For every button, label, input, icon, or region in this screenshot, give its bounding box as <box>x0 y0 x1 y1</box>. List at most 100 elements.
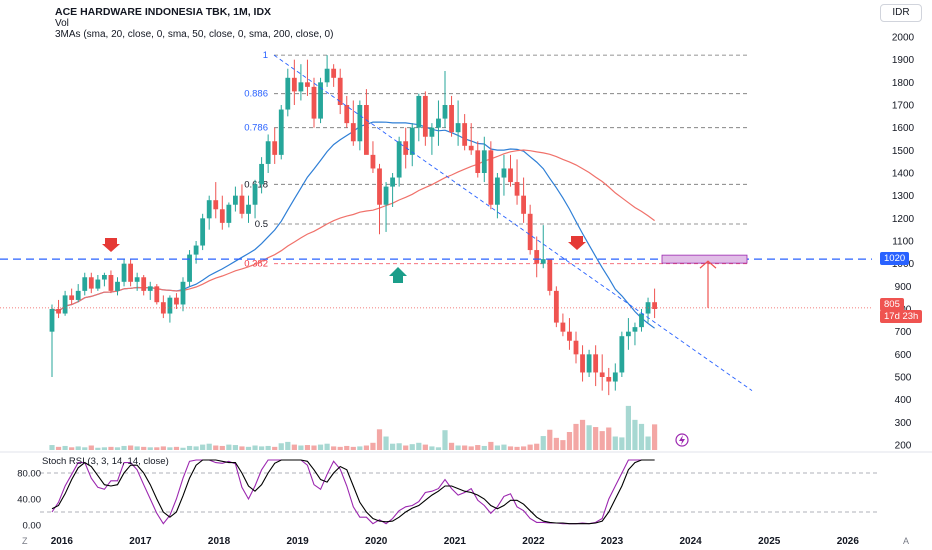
volume-bar <box>501 444 507 450</box>
candle-body <box>547 259 553 291</box>
fib-level-label: 0.5 <box>255 219 268 230</box>
candle-body <box>291 77 297 92</box>
time-tick-label: 2024 <box>680 536 703 547</box>
stoch-rsi-legend[interactable]: Stoch RSI (3, 3, 14, 14, close) <box>42 456 169 467</box>
candle-body <box>62 295 68 314</box>
volume-bar <box>462 445 468 450</box>
candle-body <box>102 275 107 280</box>
symbol-title[interactable]: ACE HARDWARE INDONESIA TBK, 1M, IDX <box>55 6 272 18</box>
currency-button[interactable]: IDR <box>880 4 922 22</box>
time-tick-label: 2025 <box>758 536 781 547</box>
volume-bar <box>448 442 455 450</box>
volume-bar <box>390 443 396 450</box>
volume-bar <box>442 430 448 450</box>
candle-body <box>612 372 618 382</box>
time-axis[interactable]: 2016 2017 2018 2019 2020 2021 2022 2023 2024 2025… <box>51 536 860 547</box>
candle-body <box>219 209 225 223</box>
zoom-icon[interactable]: Z <box>22 536 28 546</box>
price-tick-label: 200 <box>895 441 912 452</box>
volume-bar <box>272 446 278 450</box>
volume-bar <box>128 445 134 450</box>
candle-body <box>69 295 75 300</box>
candle-body <box>160 302 166 314</box>
candle-body <box>344 105 350 124</box>
candle-body <box>265 141 271 164</box>
candle-body <box>586 354 592 373</box>
candle-body <box>331 68 337 78</box>
time-tick-label: 2026 <box>837 536 860 547</box>
price-tick-label: 1100 <box>892 237 914 248</box>
candle-body <box>377 168 382 205</box>
volume-bar <box>376 429 383 450</box>
volume-bar <box>488 441 494 450</box>
candle-body <box>580 354 585 373</box>
stoch-k-line <box>51 459 655 525</box>
time-tick-label: 2016 <box>51 536 74 547</box>
volume-bar <box>612 436 618 450</box>
volume-bar <box>324 443 330 450</box>
buy-arrow-icon <box>389 267 407 283</box>
fib-level-label: 0.786 <box>244 123 268 134</box>
candle-body <box>449 105 454 133</box>
candle-body <box>252 184 258 205</box>
time-tick-label: 2019 <box>287 536 310 547</box>
volume-bar <box>652 424 658 450</box>
candle-body <box>180 281 186 305</box>
candle-body <box>521 195 526 214</box>
volume-bar <box>278 443 284 450</box>
volume-bar <box>49 445 55 450</box>
candle-body <box>154 286 160 303</box>
ma-legend[interactable]: 3MAs (sma, 20, close, 0, sma, 50, close,… <box>55 29 334 40</box>
stoch-tick-label: 40.00 <box>17 495 41 506</box>
price-tick-label: 300 <box>895 418 912 429</box>
stoch-d-line <box>51 459 655 525</box>
volume-bar <box>579 419 586 450</box>
candle-body <box>508 168 513 183</box>
stoch-rsi-pane[interactable]: 0.00 40.00 80.00 <box>17 459 878 532</box>
volume-bar <box>154 447 160 450</box>
volume-bar <box>101 447 107 450</box>
candle-body <box>396 141 402 178</box>
candle-body <box>95 279 101 289</box>
trendline <box>273 54 753 391</box>
volume-bar <box>370 442 376 450</box>
candle-body <box>534 250 540 264</box>
price-axis[interactable]: 2003004005006007008009001000110012001300… <box>892 33 915 452</box>
volume-bar <box>455 445 461 450</box>
drawings[interactable] <box>0 54 872 447</box>
volume-bar <box>259 446 265 450</box>
volume-bar <box>114 447 121 450</box>
volume-bar <box>619 437 625 450</box>
candle-body <box>134 277 140 282</box>
candle-body <box>593 354 599 373</box>
price-tick-label: 500 <box>895 373 912 384</box>
candle-body <box>147 286 153 291</box>
volume-bar <box>416 442 422 450</box>
volume-bar <box>298 445 304 450</box>
volume-bar <box>173 446 180 450</box>
candle-body <box>49 309 55 332</box>
last-price-tag: 805 <box>880 297 904 311</box>
volume-bar <box>507 446 514 450</box>
auto-scale-icon[interactable]: A <box>903 536 910 546</box>
volume-bar <box>62 445 68 450</box>
time-tick-label: 2021 <box>444 536 467 547</box>
target-zone-box <box>661 254 748 264</box>
candle-body <box>429 127 435 137</box>
candlestick-series[interactable] <box>49 55 657 396</box>
candle-body <box>82 277 88 291</box>
candle-body <box>364 105 369 155</box>
volume-legend[interactable]: Vol <box>55 18 69 29</box>
candle-body <box>599 372 605 377</box>
volume-bar <box>586 425 592 450</box>
candle-body <box>311 86 317 119</box>
volume-bar <box>82 447 88 450</box>
volume-bar <box>95 447 101 450</box>
candle-body <box>495 177 500 205</box>
candle-body <box>75 290 81 300</box>
candle-body <box>436 118 441 128</box>
volume-bar <box>245 446 252 450</box>
volume-bar <box>219 445 225 450</box>
candle-body <box>488 150 494 205</box>
